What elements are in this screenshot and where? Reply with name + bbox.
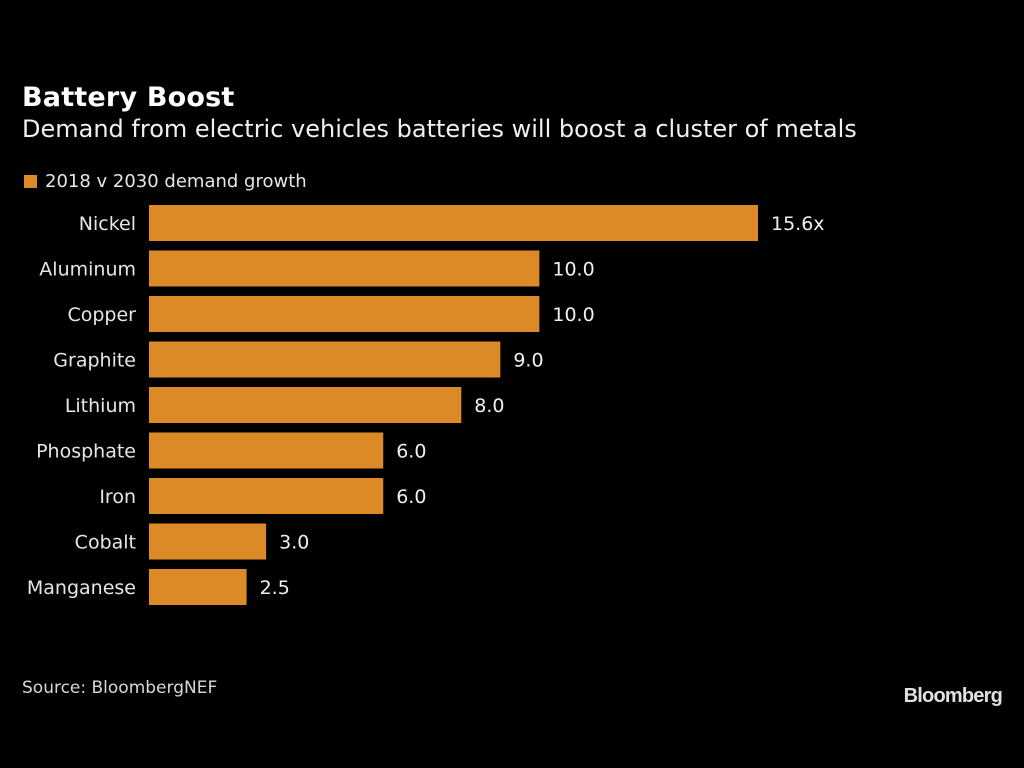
category-label: Manganese bbox=[27, 577, 136, 599]
value-label: 6.0 bbox=[396, 441, 426, 463]
category-label: Copper bbox=[67, 304, 136, 326]
legend-label: 2018 v 2030 demand growth bbox=[45, 171, 307, 192]
category-label: Nickel bbox=[79, 213, 136, 235]
value-label: 3.0 bbox=[279, 532, 309, 554]
category-label: Aluminum bbox=[39, 259, 136, 281]
value-label: 8.0 bbox=[474, 395, 504, 417]
bar-lithium bbox=[149, 387, 462, 423]
chart-title: Battery Boost bbox=[22, 82, 235, 113]
source-note: Source: BloombergNEF bbox=[22, 678, 218, 698]
value-label: 15.6x bbox=[771, 213, 825, 235]
value-label: 10.0 bbox=[552, 259, 594, 281]
bar-cobalt bbox=[149, 523, 267, 560]
value-label: 9.0 bbox=[513, 350, 543, 372]
bar-graphite bbox=[149, 341, 501, 378]
value-label: 6.0 bbox=[396, 486, 426, 508]
value-label: 2.5 bbox=[260, 577, 290, 599]
bar-aluminum bbox=[149, 250, 540, 287]
bar-copper bbox=[149, 296, 540, 332]
legend-swatch bbox=[24, 175, 37, 188]
bar-phosphate bbox=[149, 432, 384, 469]
category-label: Iron bbox=[99, 486, 136, 508]
category-label: Cobalt bbox=[75, 532, 136, 554]
bloomberg-logo: Bloomberg bbox=[903, 685, 1003, 707]
category-label: Phosphate bbox=[36, 441, 136, 463]
bar-manganese bbox=[149, 569, 247, 605]
bar-iron bbox=[149, 478, 384, 514]
legend: 2018 v 2030 demand growth bbox=[24, 171, 307, 192]
bar-nickel bbox=[149, 205, 758, 241]
chart-subtitle: Demand from electric vehicles batteries … bbox=[22, 115, 857, 143]
value-label: 10.0 bbox=[552, 304, 594, 326]
category-label: Graphite bbox=[53, 350, 136, 372]
category-label: Lithium bbox=[65, 395, 136, 417]
